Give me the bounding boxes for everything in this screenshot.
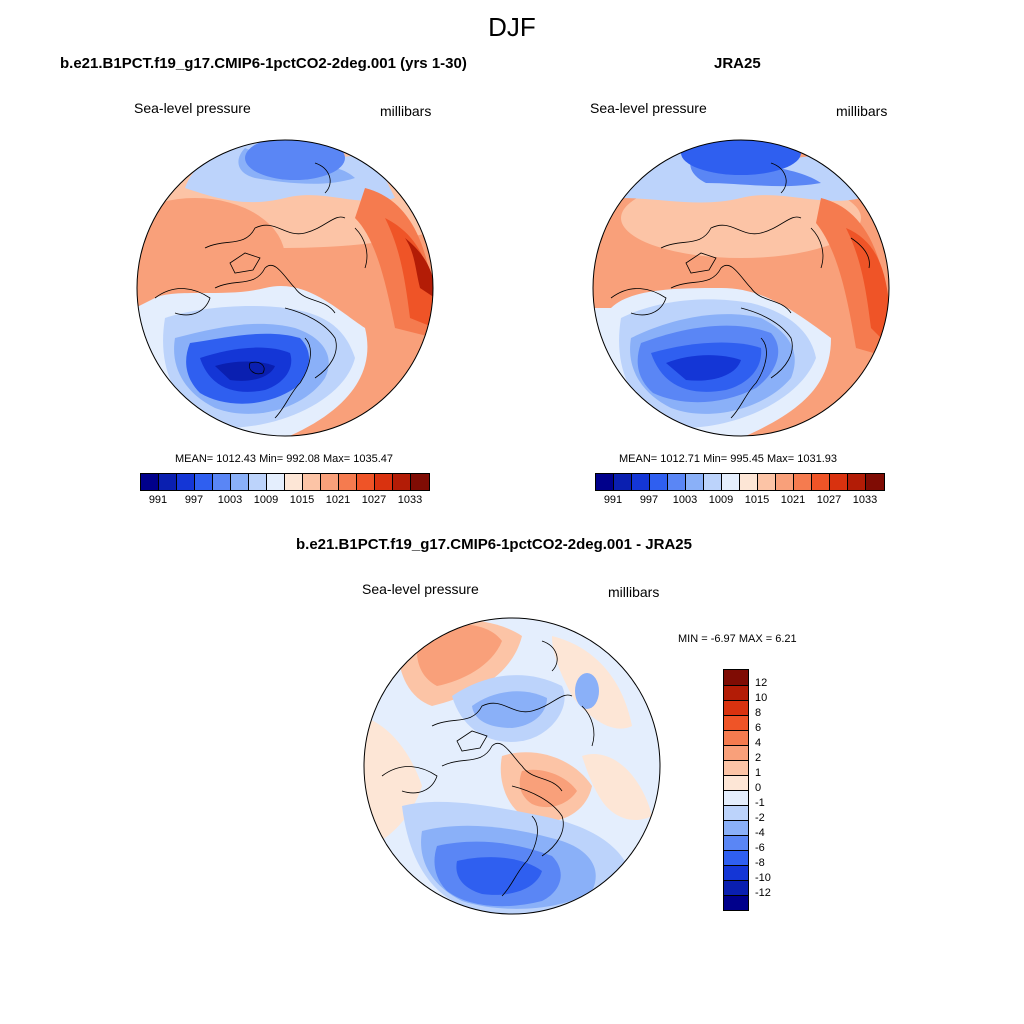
panel3-colorbar-swatch bbox=[724, 775, 748, 790]
panel1-colorbar-swatch bbox=[213, 474, 231, 490]
panel1-colorbar-swatch bbox=[339, 474, 357, 490]
panel2-colorbar-swatch bbox=[632, 474, 650, 490]
panel1-colorbar-swatch bbox=[411, 474, 429, 490]
panel3-variable: Sea-level pressure bbox=[362, 581, 479, 597]
panel1-colorbar-tick-label: 1015 bbox=[289, 494, 315, 506]
panel2-colorbar-swatch bbox=[812, 474, 830, 490]
panel1-colorbar-swatch bbox=[231, 474, 249, 490]
panel3-colorbar-tick-label: -2 bbox=[755, 812, 765, 824]
panel2-colorbar-swatch bbox=[614, 474, 632, 490]
panel3-colorbar-swatch bbox=[724, 685, 748, 700]
panel3-colorbar-tick-label: -6 bbox=[755, 842, 765, 854]
panel2-colorbar-swatch bbox=[794, 474, 812, 490]
panel2-colorbar-swatch bbox=[776, 474, 794, 490]
panel3-colorbar-tick-label: 6 bbox=[755, 722, 762, 734]
panel3-colorbar-swatch bbox=[724, 820, 748, 835]
panel3-polar-map bbox=[363, 617, 661, 915]
panel2-title: JRA25 bbox=[714, 55, 761, 72]
panel2-colorbar-tick-label: 1015 bbox=[744, 494, 770, 506]
panel3-colorbar-tick-label: 10 bbox=[755, 692, 768, 704]
panel3-stats: MIN = -6.97 MAX = 6.21 bbox=[678, 633, 797, 645]
panel2-colorbar-swatch bbox=[596, 474, 614, 490]
panel3-colorbar-swatch bbox=[724, 745, 748, 760]
panel1-colorbar-swatch bbox=[177, 474, 195, 490]
panel2-colorbar-swatch bbox=[830, 474, 848, 490]
panel1-colorbar-swatch bbox=[321, 474, 339, 490]
panel3-colorbar-swatch bbox=[724, 805, 748, 820]
panel1-colorbar bbox=[140, 473, 430, 491]
panel1-colorbar-swatch bbox=[393, 474, 411, 490]
panel2-colorbar-swatch bbox=[740, 474, 758, 490]
panel2-colorbar-tick-label: 1033 bbox=[852, 494, 878, 506]
panel2-colorbar-swatch bbox=[758, 474, 776, 490]
panel3-colorbar-swatch bbox=[724, 895, 748, 910]
panel1-colorbar-swatch bbox=[285, 474, 303, 490]
panel1-colorbar-swatch bbox=[159, 474, 177, 490]
panel1-stats: MEAN= 1012.43 Min= 992.08 Max= 1035.47 bbox=[175, 453, 394, 465]
panel3-colorbar-swatch bbox=[724, 850, 748, 865]
panel1-colorbar-tick-label: 1009 bbox=[253, 494, 279, 506]
panel1-colorbar-tick-label: 991 bbox=[148, 494, 168, 506]
panel3-colorbar-tick-label: -1 bbox=[755, 797, 765, 809]
panel1-colorbar-tick-label: 1027 bbox=[361, 494, 387, 506]
panel3-colorbar-tick-label: -4 bbox=[755, 827, 765, 839]
panel3-colorbar-swatch bbox=[724, 730, 748, 745]
panel1-variable: Sea-level pressure bbox=[134, 100, 251, 116]
panel2-colorbar-swatch bbox=[704, 474, 722, 490]
panel2-colorbar-tick-label: 1003 bbox=[672, 494, 698, 506]
panel3-colorbar-swatch bbox=[724, 790, 748, 805]
panel1-colorbar-swatch bbox=[195, 474, 213, 490]
panel3-colorbar-tick-label: -8 bbox=[755, 857, 765, 869]
panel3-colorbar-swatch bbox=[724, 670, 748, 685]
panel2-colorbar bbox=[595, 473, 885, 491]
panel2-colorbar-tick-label: 997 bbox=[639, 494, 659, 506]
panel3-colorbar-swatch bbox=[724, 760, 748, 775]
panel1-colorbar-swatch bbox=[141, 474, 159, 490]
panel3-colorbar-tick-label: 4 bbox=[755, 737, 762, 749]
panel1-colorbar-swatch bbox=[375, 474, 393, 490]
panel2-colorbar-tick-label: 1027 bbox=[816, 494, 842, 506]
panel2-stats: MEAN= 1012.71 Min= 995.45 Max= 1031.93 bbox=[619, 453, 838, 465]
panel2-units: millibars bbox=[836, 103, 888, 119]
panel2-colorbar-swatch bbox=[866, 474, 884, 490]
panel2-colorbar-swatch bbox=[848, 474, 866, 490]
panel1-colorbar-tick-label: 1033 bbox=[397, 494, 423, 506]
panel1-title: b.e21.B1PCT.f19_g17.CMIP6-1pctCO2-2deg.0… bbox=[60, 55, 467, 72]
panel2-colorbar-swatch bbox=[722, 474, 740, 490]
panel3-colorbar-tick-label: 0 bbox=[755, 782, 762, 794]
panel3-colorbar-tick-label: -10 bbox=[755, 872, 771, 884]
panel3-title: b.e21.B1PCT.f19_g17.CMIP6-1pctCO2-2deg.0… bbox=[296, 536, 692, 553]
panel1-colorbar-swatch bbox=[249, 474, 267, 490]
panel1-colorbar-tick-label: 1003 bbox=[217, 494, 243, 506]
panel3-colorbar-swatch bbox=[724, 880, 748, 895]
panel2-colorbar-swatch bbox=[668, 474, 686, 490]
panel1-colorbar-tick-label: 1021 bbox=[325, 494, 351, 506]
panel3-colorbar-tick-label: -12 bbox=[755, 887, 771, 899]
panel1-colorbar-tick-label: 997 bbox=[184, 494, 204, 506]
panel3-colorbar-swatch bbox=[724, 700, 748, 715]
panel1-polar-map bbox=[136, 139, 434, 437]
panel2-variable: Sea-level pressure bbox=[590, 100, 707, 116]
panel3-colorbar-swatch bbox=[724, 835, 748, 850]
panel2-colorbar-tick-label: 1009 bbox=[708, 494, 734, 506]
panel3-colorbar-tick-label: 1 bbox=[755, 767, 762, 779]
panel2-polar-map bbox=[592, 139, 890, 437]
panel1-colorbar-swatch bbox=[267, 474, 285, 490]
panel2-colorbar-swatch bbox=[650, 474, 668, 490]
panel3-colorbar-tick-label: 12 bbox=[755, 677, 768, 689]
panel3-units: millibars bbox=[608, 584, 660, 600]
panel3-colorbar-swatch bbox=[724, 715, 748, 730]
panel2-colorbar-swatch bbox=[686, 474, 704, 490]
panel3-colorbar-tick-label: 2 bbox=[755, 752, 762, 764]
panel1-colorbar-swatch bbox=[303, 474, 321, 490]
panel3-colorbar-tick-label: 8 bbox=[755, 707, 762, 719]
panel1-colorbar-swatch bbox=[357, 474, 375, 490]
panel2-colorbar-tick-label: 1021 bbox=[780, 494, 806, 506]
panel1-units: millibars bbox=[380, 103, 432, 119]
panel3-colorbar bbox=[723, 669, 749, 911]
panel3-colorbar-swatch bbox=[724, 865, 748, 880]
season-title: DJF bbox=[488, 12, 536, 42]
panel2-colorbar-tick-label: 991 bbox=[603, 494, 623, 506]
